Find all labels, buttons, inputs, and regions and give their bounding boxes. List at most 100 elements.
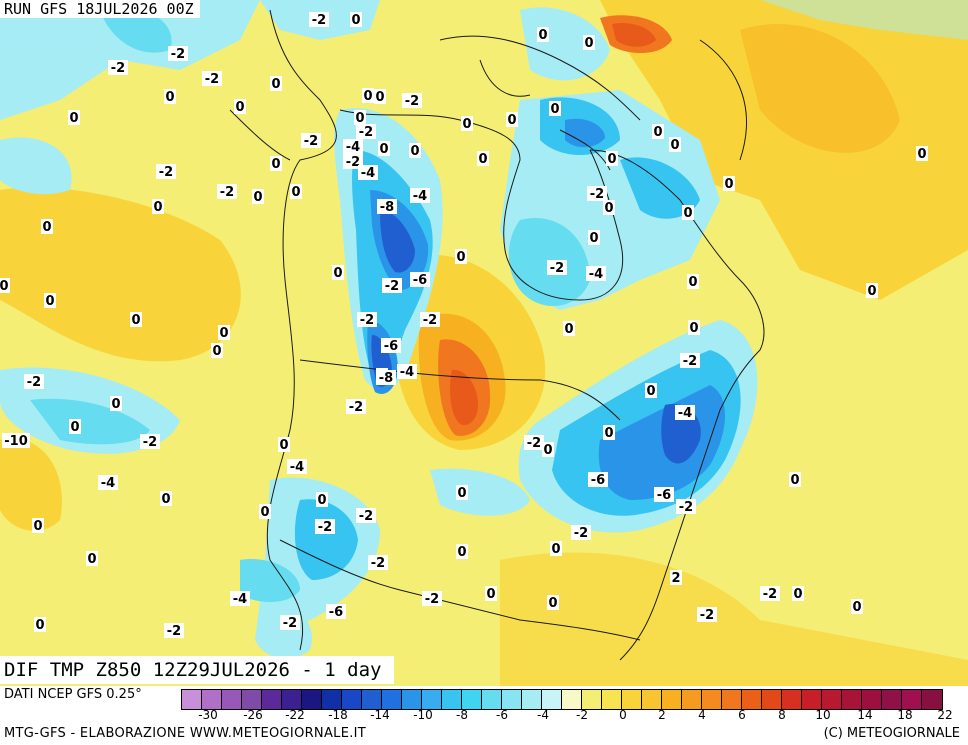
contour-label: -8 [377, 199, 397, 215]
svg-text:-2: -2 [220, 185, 234, 200]
legend-tick-label: -2 [576, 708, 588, 722]
contour-label: 0 [234, 99, 246, 115]
legend-tick-label: 10 [815, 708, 831, 722]
legend-tick-label: -8 [456, 708, 468, 722]
svg-text:-2: -2 [167, 624, 181, 639]
svg-text:-2: -2 [763, 587, 777, 602]
legend-swatch [202, 690, 222, 709]
svg-text:0: 0 [548, 596, 557, 611]
svg-text:0: 0 [852, 600, 861, 615]
contour-label: -2 [676, 499, 696, 515]
contour-labels: -20-20-20-200-20-20000-2-200-2-4-2-2-40-… [0, 12, 928, 639]
svg-text:0: 0 [363, 89, 372, 104]
contour-label: 0 [645, 383, 657, 399]
contour-label: 0 [409, 143, 421, 159]
legend-swatch [762, 690, 782, 709]
legend-tick-label: -10 [413, 708, 433, 722]
contour-label: 0 [563, 321, 575, 337]
svg-text:0: 0 [219, 326, 228, 341]
svg-text:0: 0 [260, 505, 269, 520]
svg-text:-2: -2 [550, 261, 564, 276]
svg-text:0: 0 [456, 250, 465, 265]
contour-label: 0 [362, 88, 374, 104]
svg-text:-6: -6 [329, 605, 343, 620]
svg-text:-2: -2 [143, 435, 157, 450]
legend-swatch [622, 690, 642, 709]
contour-label: 0 [270, 156, 282, 172]
svg-text:0: 0 [161, 492, 170, 507]
svg-text:0: 0 [917, 147, 926, 162]
svg-text:0: 0 [689, 321, 698, 336]
contour-label: -6 [410, 272, 430, 288]
contour-label: 0 [32, 518, 44, 534]
svg-text:0: 0 [153, 200, 162, 215]
legend-swatch [182, 690, 202, 709]
contour-label: -4 [410, 188, 430, 204]
contour-label: -2 [164, 623, 184, 639]
svg-text:0: 0 [607, 152, 616, 167]
contour-label: -2 [202, 71, 222, 87]
contour-label: -2 [382, 278, 402, 294]
legend-tick-label: 22 [937, 708, 953, 722]
svg-text:-8: -8 [380, 200, 394, 215]
contour-label: -6 [654, 487, 674, 503]
svg-text:-2: -2 [312, 13, 326, 28]
contour-label: -2 [217, 184, 237, 200]
legend-swatch [502, 690, 522, 709]
contour-label: 0 [588, 230, 600, 246]
credit-left: MTG-GFS - ELABORAZIONE WWW.METEOGIORNALE… [4, 726, 367, 741]
contour-label: 0 [259, 504, 271, 520]
svg-text:-6: -6 [413, 273, 427, 288]
contour-label: 0 [506, 112, 518, 128]
contour-label: -2 [402, 93, 422, 109]
svg-text:-2: -2 [405, 94, 419, 109]
contour-label: -4 [230, 591, 250, 607]
run-label: RUN GFS 18JUL2026 00Z [0, 0, 200, 18]
legend-swatch [362, 690, 382, 709]
contour-label: -2 [357, 312, 377, 328]
contour-label: 0 [550, 541, 562, 557]
svg-text:0: 0 [375, 90, 384, 105]
contour-label: 0 [792, 586, 804, 602]
legend-tick-label: -30 [198, 708, 218, 722]
contour-label: -2 [280, 615, 300, 631]
legend-tick-label: 4 [698, 708, 706, 722]
svg-text:-2: -2 [171, 47, 185, 62]
legend-swatch [282, 690, 302, 709]
contour-label: -4 [287, 459, 307, 475]
svg-text:0: 0 [457, 545, 466, 560]
contour-label: -4 [98, 475, 118, 491]
svg-text:0: 0 [317, 493, 326, 508]
contour-label: 0 [603, 425, 615, 441]
svg-text:0: 0 [235, 100, 244, 115]
contour-label: -2 [168, 46, 188, 62]
svg-text:0: 0 [550, 102, 559, 117]
legend-tick-label: -4 [537, 708, 549, 722]
svg-text:-2: -2 [349, 400, 363, 415]
legend-swatch [602, 690, 622, 709]
legend-swatch [682, 690, 702, 709]
svg-text:-2: -2 [159, 165, 173, 180]
svg-text:-2: -2 [283, 616, 297, 631]
legend-tick-label: 2 [658, 708, 666, 722]
svg-text:0: 0 [355, 111, 364, 126]
svg-text:0: 0 [45, 294, 54, 309]
contour-label: 0 [477, 151, 489, 167]
contour-label: -2 [547, 260, 567, 276]
contour-label: 2 [670, 570, 682, 586]
svg-text:0: 0 [867, 284, 876, 299]
svg-text:0: 0 [212, 344, 221, 359]
contour-label: 0 [110, 396, 122, 412]
svg-text:-2: -2 [304, 134, 318, 149]
contour-label: 0 [549, 101, 561, 117]
svg-text:0: 0 [69, 111, 78, 126]
variable-label: DIF TMP Z850 12Z29JUL2026 - 1 day [0, 656, 394, 684]
legend-swatch [862, 690, 882, 709]
contour-label: 0 [218, 325, 230, 341]
legend-swatch [662, 690, 682, 709]
svg-text:0: 0 [543, 443, 552, 458]
svg-text:-6: -6 [657, 488, 671, 503]
contour-label: 0 [86, 551, 98, 567]
legend-swatch [522, 690, 542, 709]
warm-anomaly-regions [0, 0, 968, 686]
